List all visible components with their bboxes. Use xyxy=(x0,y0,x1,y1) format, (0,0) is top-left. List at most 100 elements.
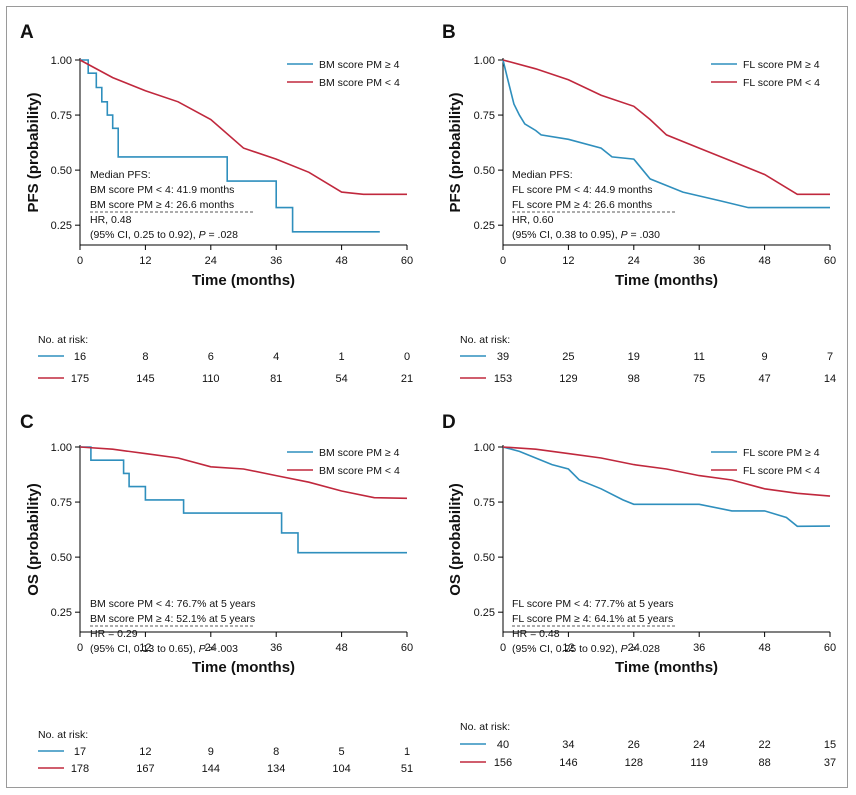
legend-label: FL score PM < 4 xyxy=(743,77,820,89)
annotation-line: BM score PM < 4: 41.9 months xyxy=(90,184,234,196)
risk-count: 6 xyxy=(208,351,214,363)
y-tick-label: 0.75 xyxy=(474,497,495,509)
km-curve-high xyxy=(502,446,831,528)
x-tick-label: 48 xyxy=(758,642,770,654)
x-tick-label: 24 xyxy=(205,642,217,654)
risk-count: 26 xyxy=(628,739,640,751)
risk-count: 8 xyxy=(273,746,279,758)
y-axis-label: PFS (probability) xyxy=(25,92,42,212)
y-axis-label: OS (probability) xyxy=(25,483,42,596)
annotation-line: (95% CI, 0.13 to 0.65), P = .003 xyxy=(90,643,238,655)
risk-count: 128 xyxy=(625,757,643,769)
y-tick-label: 0.25 xyxy=(51,607,72,619)
risk-count: 54 xyxy=(335,373,347,385)
risk-count: 9 xyxy=(208,746,214,758)
panel-c: C 1.00 0.75 0.50 0.25 0 12 24 36 48 60 Time (months… xyxy=(20,412,413,775)
km-curve-high xyxy=(502,59,830,209)
risk-count: 104 xyxy=(332,763,350,775)
annotation-line: HR, 0.48 xyxy=(90,214,132,226)
x-tick-label: 12 xyxy=(562,642,574,654)
risk-count: 25 xyxy=(562,351,574,363)
x-tick-label: 0 xyxy=(500,642,506,654)
panel-letter: C xyxy=(20,412,34,433)
panel-letter: A xyxy=(20,22,34,43)
figure-frame xyxy=(6,6,848,788)
y-tick-label: 1.00 xyxy=(474,55,495,67)
x-tick-label: 0 xyxy=(500,255,506,267)
y-axis-label: PFS (probability) xyxy=(447,92,464,212)
risk-count: 153 xyxy=(494,373,512,385)
annotation-line: FL score PM ≥ 4: 26.6 months xyxy=(512,199,652,211)
risk-table-title: No. at risk: xyxy=(38,334,88,346)
risk-count: 75 xyxy=(693,373,705,385)
y-tick-label: 0.25 xyxy=(51,220,72,232)
y-tick-label: 0.50 xyxy=(51,552,72,564)
risk-count: 5 xyxy=(339,746,345,758)
risk-count: 1 xyxy=(339,351,345,363)
x-axis-label: Time (months) xyxy=(192,272,295,289)
x-tick-label: 12 xyxy=(139,255,151,267)
annotation-line: Median PFS: xyxy=(512,169,573,181)
risk-count: 11 xyxy=(693,351,704,363)
annotation-line: HR = 0.48 xyxy=(512,628,560,640)
risk-count: 175 xyxy=(71,373,89,385)
y-tick-label: 0.75 xyxy=(51,110,72,122)
annotation-line: HR = 0.29 xyxy=(90,628,138,640)
y-tick-label: 0.50 xyxy=(474,165,495,177)
annotation-line: (95% CI, 0.38 to 0.95), P = .030 xyxy=(512,229,660,241)
panel-b: B 1.00 0.75 0.50 0.25 0 12 24 36 48 60 Time (months… xyxy=(442,22,836,385)
x-tick-label: 48 xyxy=(335,642,347,654)
y-tick-label: 0.50 xyxy=(51,165,72,177)
x-tick-label: 24 xyxy=(628,642,640,654)
y-tick-label: 0.25 xyxy=(474,220,495,232)
annotation-line: FL score PM ≥ 4: 64.1% at 5 years xyxy=(512,613,673,625)
annotation-line: Median PFS: xyxy=(90,169,151,181)
annotation-line: BM score PM ≥ 4: 52.1% at 5 years xyxy=(90,613,255,625)
x-tick-label: 24 xyxy=(628,255,640,267)
risk-count: 167 xyxy=(136,763,154,775)
legend-label: BM score PM < 4 xyxy=(319,465,400,477)
km-curve-low xyxy=(502,59,830,196)
x-tick-label: 60 xyxy=(401,642,413,654)
risk-count: 146 xyxy=(559,757,577,769)
risk-count: 81 xyxy=(270,373,282,385)
x-tick-label: 36 xyxy=(693,255,705,267)
y-axis-label: OS (probability) xyxy=(447,483,464,596)
y-tick-label: 0.25 xyxy=(474,607,495,619)
risk-count: 34 xyxy=(562,739,574,751)
legend-label: BM score PM ≥ 4 xyxy=(319,59,400,71)
risk-count: 144 xyxy=(202,763,220,775)
y-tick-label: 1.00 xyxy=(51,442,72,454)
risk-count: 47 xyxy=(758,373,770,385)
risk-count: 7 xyxy=(827,351,833,363)
x-tick-label: 48 xyxy=(335,255,347,267)
risk-count: 14 xyxy=(824,373,836,385)
annotation-line: (95% CI, 0.25 to 0.92), P = .028 xyxy=(512,643,660,655)
km-curve-low xyxy=(502,446,831,497)
x-axis-label: Time (months) xyxy=(615,272,718,289)
risk-count: 119 xyxy=(690,757,708,769)
risk-count: 178 xyxy=(71,763,89,775)
km-curve-low xyxy=(79,446,408,500)
risk-count: 4 xyxy=(273,351,279,363)
risk-count: 8 xyxy=(142,351,148,363)
x-tick-label: 0 xyxy=(77,642,83,654)
risk-count: 12 xyxy=(139,746,151,758)
risk-count: 37 xyxy=(824,757,836,769)
annotation-line: BM score PM < 4: 76.7% at 5 years xyxy=(90,598,255,610)
risk-count: 19 xyxy=(628,351,640,363)
risk-count: 21 xyxy=(401,373,413,385)
risk-count: 88 xyxy=(758,757,770,769)
x-tick-label: 36 xyxy=(270,642,282,654)
x-tick-label: 24 xyxy=(205,255,217,267)
x-tick-label: 12 xyxy=(139,642,151,654)
x-tick-label: 60 xyxy=(824,255,836,267)
panel-d: D 1.00 0.75 0.50 0.25 0 12 24 36 48 60 Time (months… xyxy=(442,412,836,769)
x-tick-label: 48 xyxy=(758,255,770,267)
x-axis-label: Time (months) xyxy=(615,659,718,676)
risk-table-title: No. at risk: xyxy=(460,334,510,346)
risk-count: 17 xyxy=(74,746,86,758)
legend-label: FL score PM ≥ 4 xyxy=(743,447,820,459)
annotation-line: FL score PM < 4: 77.7% at 5 years xyxy=(512,598,674,610)
